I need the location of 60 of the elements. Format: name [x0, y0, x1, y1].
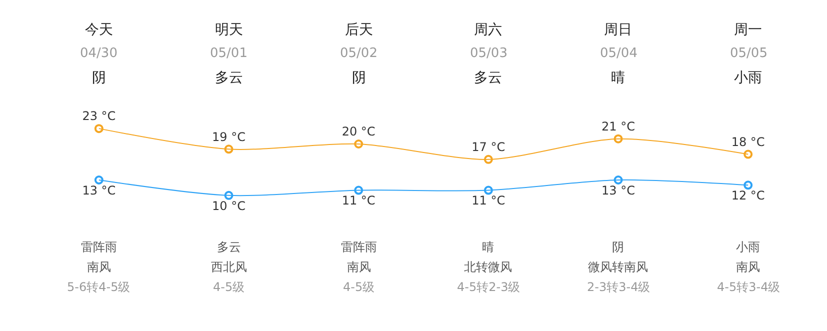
text: 南风 — [347, 260, 371, 274]
text: 05/01 — [210, 46, 248, 61]
text: 多云 — [217, 240, 241, 254]
point — [94, 124, 104, 134]
point — [484, 186, 493, 195]
text: 雷阵雨 — [81, 240, 117, 254]
text: 阴 — [92, 70, 106, 86]
data-label: 13 °C — [602, 183, 635, 198]
text: 南风 — [736, 260, 760, 274]
text: 阴 — [352, 70, 366, 86]
data-label: 12 °C — [731, 188, 765, 203]
text: 多云 — [215, 70, 243, 86]
point — [614, 176, 623, 184]
point — [354, 140, 364, 148]
point — [354, 186, 364, 195]
data-label: 11 °C — [472, 194, 506, 208]
text: 雷阵雨 — [341, 240, 377, 254]
x-tick-label: 周一 — [734, 22, 762, 38]
point — [744, 150, 753, 159]
data-label: 18 °C — [731, 134, 765, 149]
text: 微风转南风 — [588, 260, 648, 274]
point — [224, 144, 234, 154]
data-label: 13 °C — [82, 183, 116, 198]
text: 4-5级 — [213, 280, 245, 294]
text: 小雨 — [734, 70, 762, 86]
text: 05/03 — [470, 46, 508, 61]
x-tick-label: 周日 — [604, 22, 632, 38]
text: 2-3转3-4级 — [587, 280, 650, 294]
text: 4-5转3-4级 — [717, 280, 780, 294]
text: 4-5级 — [343, 280, 375, 294]
text: 南风 — [87, 260, 111, 274]
text: 4-5转2-3级 — [457, 280, 520, 294]
text: 05/05 — [730, 46, 768, 61]
data-label: 11 °C — [342, 194, 376, 208]
text: 晴 — [611, 70, 625, 86]
text: 05/04 — [600, 46, 638, 61]
text: 5-6转4-5级 — [67, 280, 130, 294]
text: 晴 — [482, 240, 494, 254]
text: 多云 — [474, 70, 502, 86]
x-tick-label: 明天 — [215, 22, 243, 38]
point — [744, 180, 753, 190]
data-label: 23 °C — [82, 109, 116, 124]
x-tick-label: 今天 — [85, 22, 113, 38]
point — [614, 134, 623, 144]
text: 04/30 — [80, 46, 118, 61]
text: 05/02 — [340, 46, 378, 61]
data-label: 10 °C — [212, 198, 246, 213]
data-label: 19 °C — [212, 130, 246, 144]
data-label: 17 °C — [472, 140, 506, 154]
point — [484, 154, 493, 164]
point — [94, 176, 104, 184]
text: 北转微风 — [464, 260, 512, 274]
data-label: 20 °C — [342, 124, 376, 139]
data-label: 21 °C — [602, 119, 635, 134]
text: 西北风 — [211, 260, 247, 274]
point — [224, 190, 234, 200]
text: 小雨 — [736, 240, 760, 254]
text: 阴 — [612, 240, 624, 254]
x-tick-label: 后天 — [345, 22, 373, 38]
x-tick-label: 周六 — [474, 22, 502, 38]
